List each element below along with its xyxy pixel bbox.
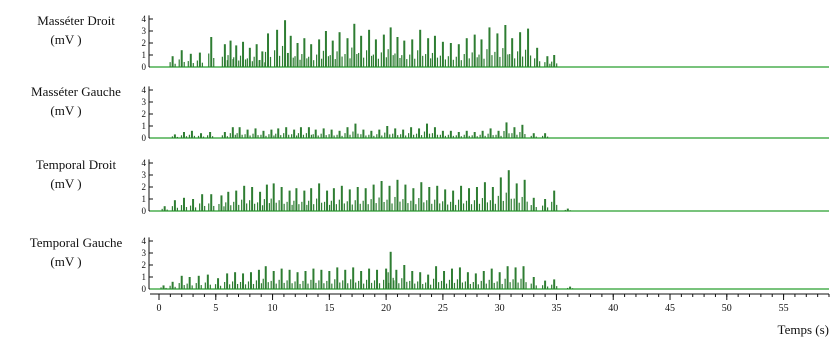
panel-unit-3: (mV ): [50, 176, 81, 191]
y-tick-label-3-0: 0: [142, 206, 147, 216]
x-tick-label-0: 0: [157, 303, 162, 314]
y-tick-label-4-2: 2: [142, 260, 147, 270]
y-tick-label-2-3: 3: [142, 97, 147, 107]
x-tick-label-1: 5: [213, 303, 218, 314]
panel-unit-2: (mV ): [50, 103, 81, 118]
y-tick-label-3-4: 4: [142, 158, 147, 168]
y-tick-label-2-4: 4: [142, 85, 147, 95]
y-tick-label-3-2: 2: [142, 182, 147, 192]
x-tick-label-3: 15: [324, 303, 334, 314]
y-tick-label-2-0: 0: [142, 133, 147, 143]
panel-label-4: Temporal Gauche: [30, 235, 123, 250]
y-tick-label-4-1: 1: [142, 272, 147, 282]
x-tick-label-9: 45: [665, 303, 675, 314]
panel-unit-4: (mV ): [50, 254, 81, 269]
x-tick-label-8: 40: [608, 303, 618, 314]
y-tick-label-1-0: 0: [142, 62, 147, 72]
x-tick-label-2: 10: [268, 303, 278, 314]
y-tick-label-2-1: 1: [142, 121, 147, 131]
x-tick-label-10: 50: [722, 303, 732, 314]
panel-label-3: Temporal Droit: [36, 157, 117, 172]
y-tick-label-4-4: 4: [142, 236, 147, 246]
x-axis-label: Temps (s): [778, 322, 829, 337]
y-tick-label-1-4: 4: [142, 14, 147, 24]
x-tick-label-6: 30: [495, 303, 505, 314]
x-tick-label-11: 55: [779, 303, 789, 314]
y-tick-label-2-2: 2: [142, 109, 147, 119]
panel-unit-1: (mV ): [50, 32, 81, 47]
y-tick-label-1-3: 3: [142, 26, 147, 36]
panel-label-1: Masséter Droit: [37, 13, 115, 28]
x-tick-label-5: 25: [438, 303, 448, 314]
y-tick-label-4-3: 3: [142, 248, 147, 258]
y-tick-label-4-0: 0: [142, 284, 147, 294]
panel-label-2: Masséter Gauche: [31, 84, 121, 99]
y-tick-label-3-1: 1: [142, 194, 147, 204]
y-tick-label-3-3: 3: [142, 170, 147, 180]
y-tick-label-1-2: 2: [142, 38, 147, 48]
y-tick-label-1-1: 1: [142, 50, 147, 60]
x-tick-label-7: 35: [551, 303, 561, 314]
x-tick-label-4: 20: [381, 303, 391, 314]
